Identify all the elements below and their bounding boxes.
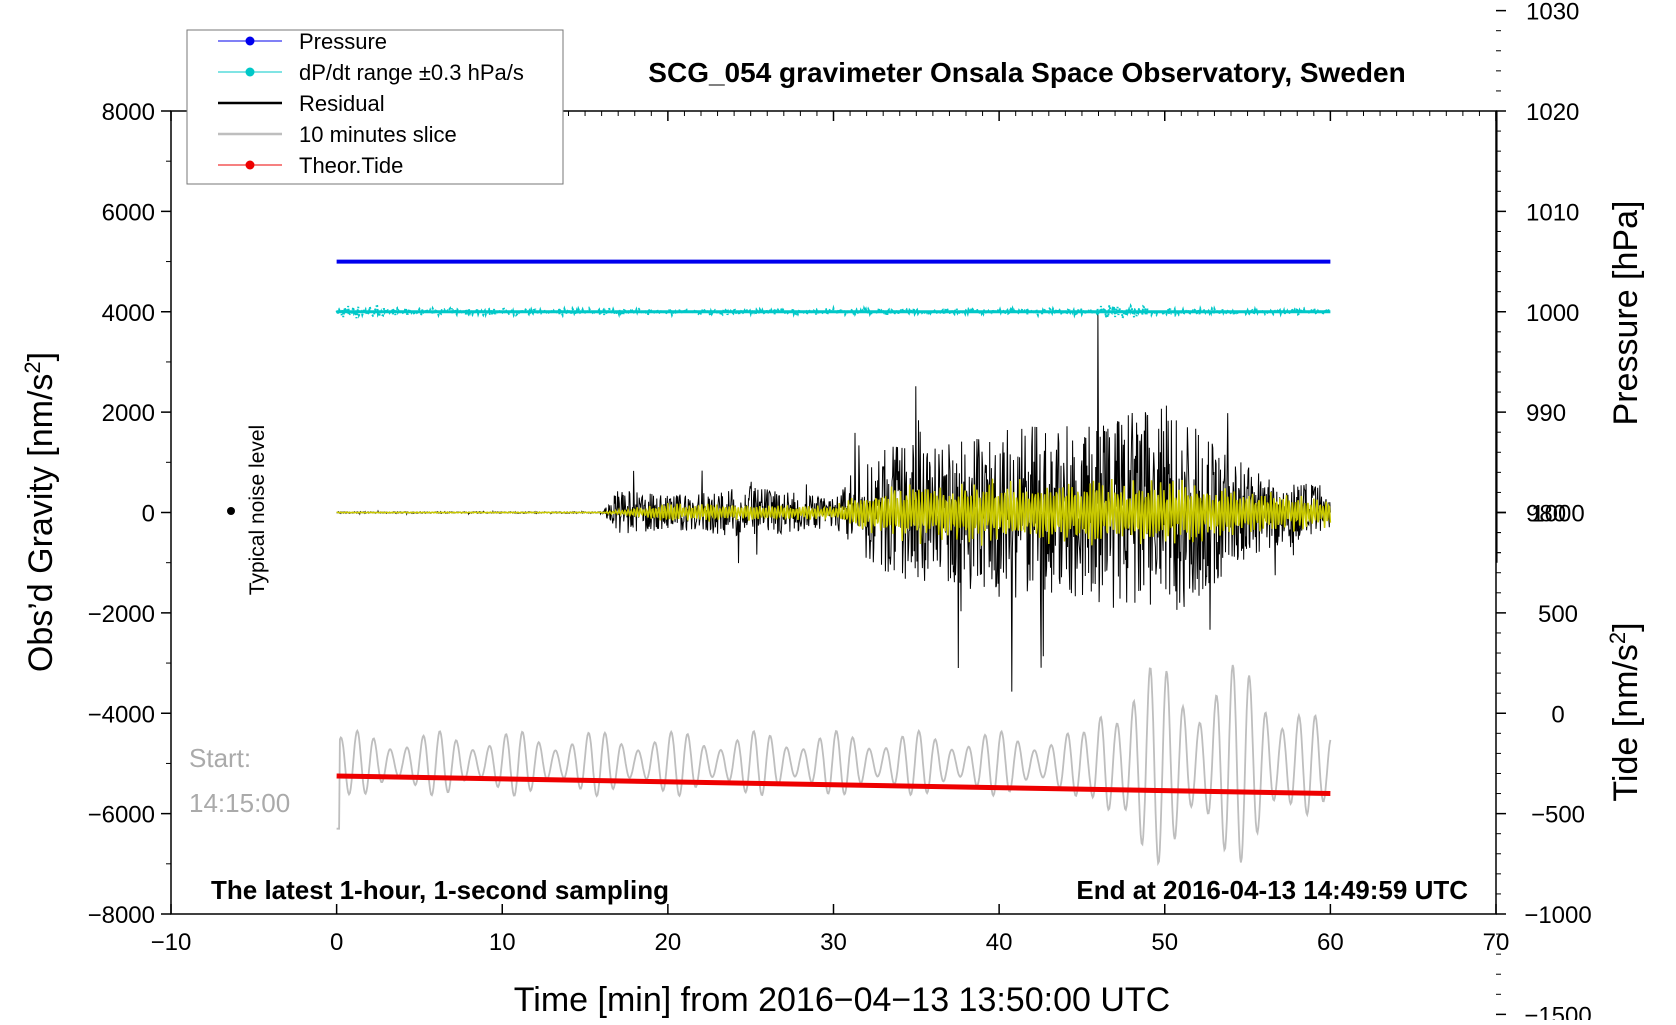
x-tick-label: 50 — [1151, 929, 1178, 956]
x-tick-label: 0 — [330, 929, 343, 956]
x-tick-label: 10 — [489, 929, 516, 956]
tide-tick-label: −1500 — [1524, 1002, 1591, 1020]
x-axis: −10 0 10 20 30 40 50 60 70 — [151, 111, 1510, 956]
x-tick-label: 70 — [1483, 929, 1510, 956]
legend-label: 10 minutes slice — [299, 122, 457, 147]
slice-line — [336, 664, 1332, 867]
noise-marker: Typical noise level — [227, 425, 269, 595]
x-tick-label: 40 — [986, 929, 1013, 956]
legend-dot — [245, 36, 255, 46]
pressure-tick-label: 1030 — [1526, 0, 1579, 26]
tide-series — [336, 773, 1331, 797]
y-tick-label: −4000 — [88, 701, 155, 728]
tide-tick-label: 500 — [1538, 601, 1578, 628]
legend-label: Residual — [299, 91, 385, 116]
bottom-left-note: The latest 1-hour, 1-second sampling — [211, 875, 669, 905]
y-axis-label-pressure: Pressure [hPa] — [1607, 201, 1645, 426]
y-tick-label: −6000 — [88, 802, 155, 829]
y-tick-label: 2000 — [102, 400, 155, 427]
y-axis-label-tide: Tide [nm/s2] — [1605, 622, 1645, 801]
pressure-tick-label: 1010 — [1526, 199, 1579, 226]
y-tick-label: 0 — [142, 501, 155, 528]
tide-tick-label: −1000 — [1524, 902, 1591, 929]
pressure-tick-label: 980 — [1526, 501, 1566, 528]
pressure-tick-label: 1020 — [1526, 99, 1579, 126]
noise-dot — [227, 507, 235, 515]
legend-label: Theor.Tide — [299, 153, 403, 178]
start-label: Start: — [189, 743, 251, 773]
tide-axis: −1500 −1000 −500 0 500 1000 — [1496, 501, 1592, 1025]
x-tick-label: −10 — [151, 929, 192, 956]
tide-tick-label: −500 — [1531, 802, 1585, 829]
tide-tick-label: 1000 — [1531, 501, 1584, 528]
pressure-tick-label: 990 — [1526, 400, 1566, 427]
dpdt-series — [335, 302, 1331, 319]
chart-title: SCG_054 gravimeter Onsala Space Observat… — [648, 57, 1405, 88]
filtered-line — [336, 478, 1332, 546]
legend-label: Pressure — [299, 29, 387, 54]
legend-dot — [245, 67, 255, 77]
x-tick-label: 60 — [1317, 929, 1344, 956]
start-time: 14:15:00 — [189, 788, 290, 818]
y-axis-label-left: Obs’d Gravity [nm/s2] — [20, 352, 60, 672]
x-axis-label: Time [min] from 2016−04−13 13:50:00 UTC — [514, 981, 1170, 1019]
legend-dot — [245, 160, 255, 170]
bottom-right-note: End at 2016-04-13 14:49:59 UTC — [1076, 875, 1468, 905]
tide-line — [336, 773, 1331, 797]
y-tick-label: 6000 — [102, 199, 155, 226]
y-tick-label: −8000 — [88, 902, 155, 929]
y-tick-label: −2000 — [88, 601, 155, 628]
slice-series — [336, 664, 1332, 867]
pressure-tick-label: 1000 — [1526, 300, 1579, 327]
legend-label: dP/dt range ±0.3 hPa/s — [299, 60, 524, 85]
tide-tick-label: 0 — [1551, 701, 1564, 728]
legend: Pressure dP/dt range ±0.3 hPa/s Residual 10… — [186, 29, 564, 185]
y-tick-label: 4000 — [102, 300, 155, 327]
x-tick-label: 20 — [655, 929, 682, 956]
filtered-series — [336, 478, 1332, 546]
x-tick-label: 30 — [820, 929, 847, 956]
y-tick-label: 8000 — [102, 99, 155, 126]
noise-label: Typical noise level — [246, 425, 269, 595]
pressure-axis: 980 990 1000 1010 1020 1030 — [1496, 0, 1579, 563]
y-axis-left: −8000 −6000 −4000 −2000 0 2000 4000 6000 8000 — [88, 99, 171, 929]
